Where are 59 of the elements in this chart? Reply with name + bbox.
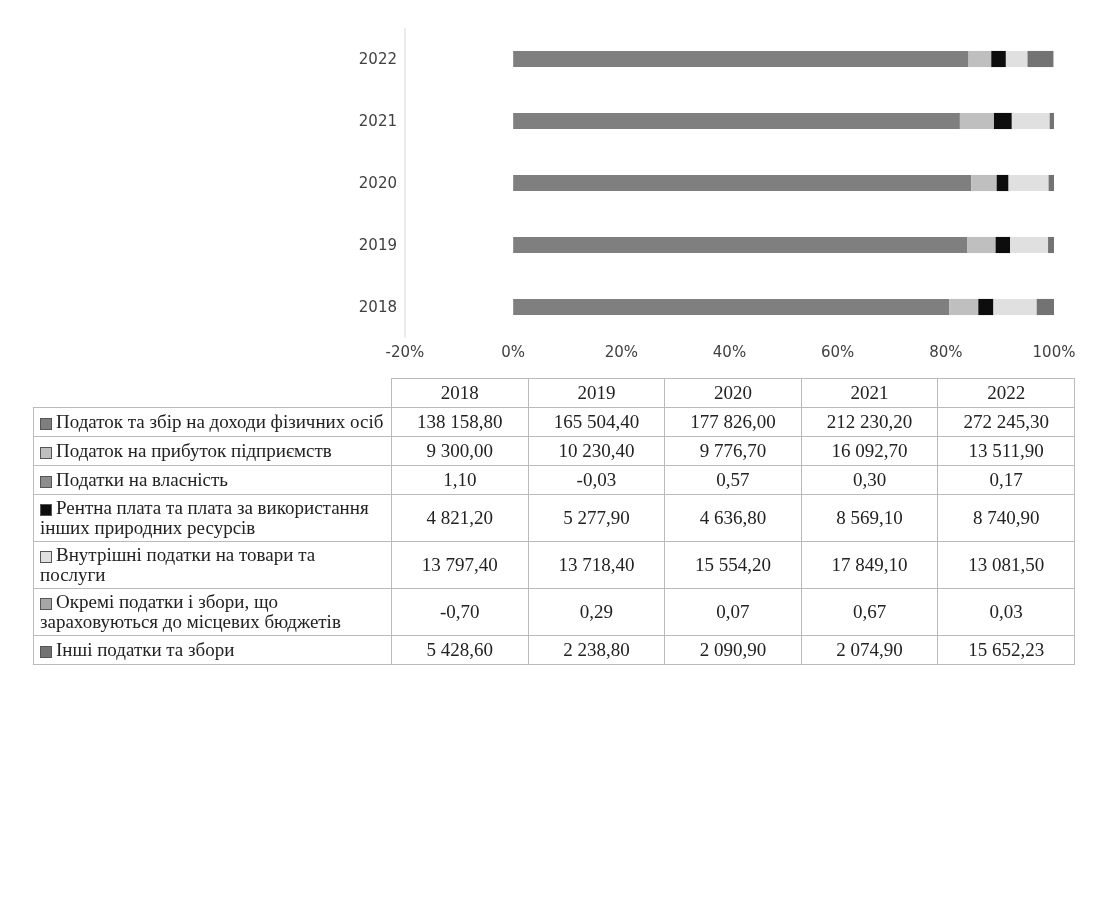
text: 13 511,90: [937, 436, 1075, 466]
text: 5 277,90: [528, 494, 665, 542]
category-label: 2020: [713, 382, 752, 403]
text: 4 821,20: [391, 494, 529, 542]
text: 9 776,70: [664, 436, 802, 466]
text: 13 081,50: [937, 541, 1075, 589]
text: 10 230,40: [528, 436, 665, 466]
text: 13 718,40: [528, 541, 665, 589]
x-tick-label: -20%: [385, 342, 425, 361]
text: 272 245,30: [937, 407, 1075, 437]
text: 165 504,40: [528, 407, 665, 437]
text: 9 300,00: [391, 436, 529, 466]
category-label: 2019: [577, 382, 616, 403]
text: 0,30: [801, 465, 938, 495]
y-tick-label: 2018: [358, 298, 397, 317]
text: 4 636,80: [664, 494, 802, 542]
text: 5 428,60: [391, 635, 529, 665]
text: 212 230,20: [801, 407, 938, 437]
text: 2 074,90: [801, 635, 938, 665]
y-tick-label: 2020: [358, 174, 397, 193]
text: 8 740,90: [937, 494, 1075, 542]
y-tick-label: 2021: [358, 112, 397, 131]
text: 1,10: [391, 465, 529, 495]
text: 0,07: [664, 588, 802, 636]
legend-label: Внутрішні податки на товари та послуги: [40, 544, 316, 585]
text: 0,67: [801, 588, 938, 636]
legend-label: Інші податки та збори: [56, 639, 235, 660]
x-tick-label: 40%: [712, 342, 747, 361]
category-label: 2022: [987, 382, 1026, 403]
text: 13 797,40: [391, 541, 529, 589]
legend-label: Податок та збір на доходи фізичних осіб: [56, 411, 384, 432]
text: 2 238,80: [528, 635, 665, 665]
text: 17 849,10: [801, 541, 938, 589]
x-tick-label: 0%: [501, 342, 526, 361]
text: 2 090,90: [664, 635, 802, 665]
x-tick-label: 60%: [820, 342, 855, 361]
text: -0,70: [391, 588, 529, 636]
legend-label: Податок на прибуток підприємств: [56, 440, 332, 461]
text: 177 826,00: [664, 407, 802, 437]
text: 15 554,20: [664, 541, 802, 589]
x-tick-label: 80%: [929, 342, 963, 361]
y-tick-label: 2022: [358, 50, 397, 69]
legend-label: Рентна плата та плата за використання інших природних ресурсів: [40, 497, 369, 538]
text: 0,17: [937, 465, 1075, 495]
text: 15 652,23: [937, 635, 1075, 665]
legend-label: Податки на власність: [56, 469, 229, 490]
text: 0,29: [528, 588, 665, 636]
text: 0,03: [937, 588, 1075, 636]
text: 138 158,80: [391, 407, 529, 437]
x-tick-label: 20%: [604, 342, 639, 361]
text: 8 569,10: [801, 494, 938, 542]
text: 16 092,70: [801, 436, 938, 466]
y-tick-label: 2019: [358, 236, 397, 255]
legend-label: Окремі податки і збори, що зараховуються до місцевих бюджетів: [40, 591, 341, 632]
text: -0,03: [528, 465, 665, 495]
category-label: 2018: [440, 382, 479, 403]
category-label: 2021: [850, 382, 889, 403]
x-tick-label: 100%: [1032, 342, 1076, 361]
text: 0,57: [664, 465, 802, 495]
